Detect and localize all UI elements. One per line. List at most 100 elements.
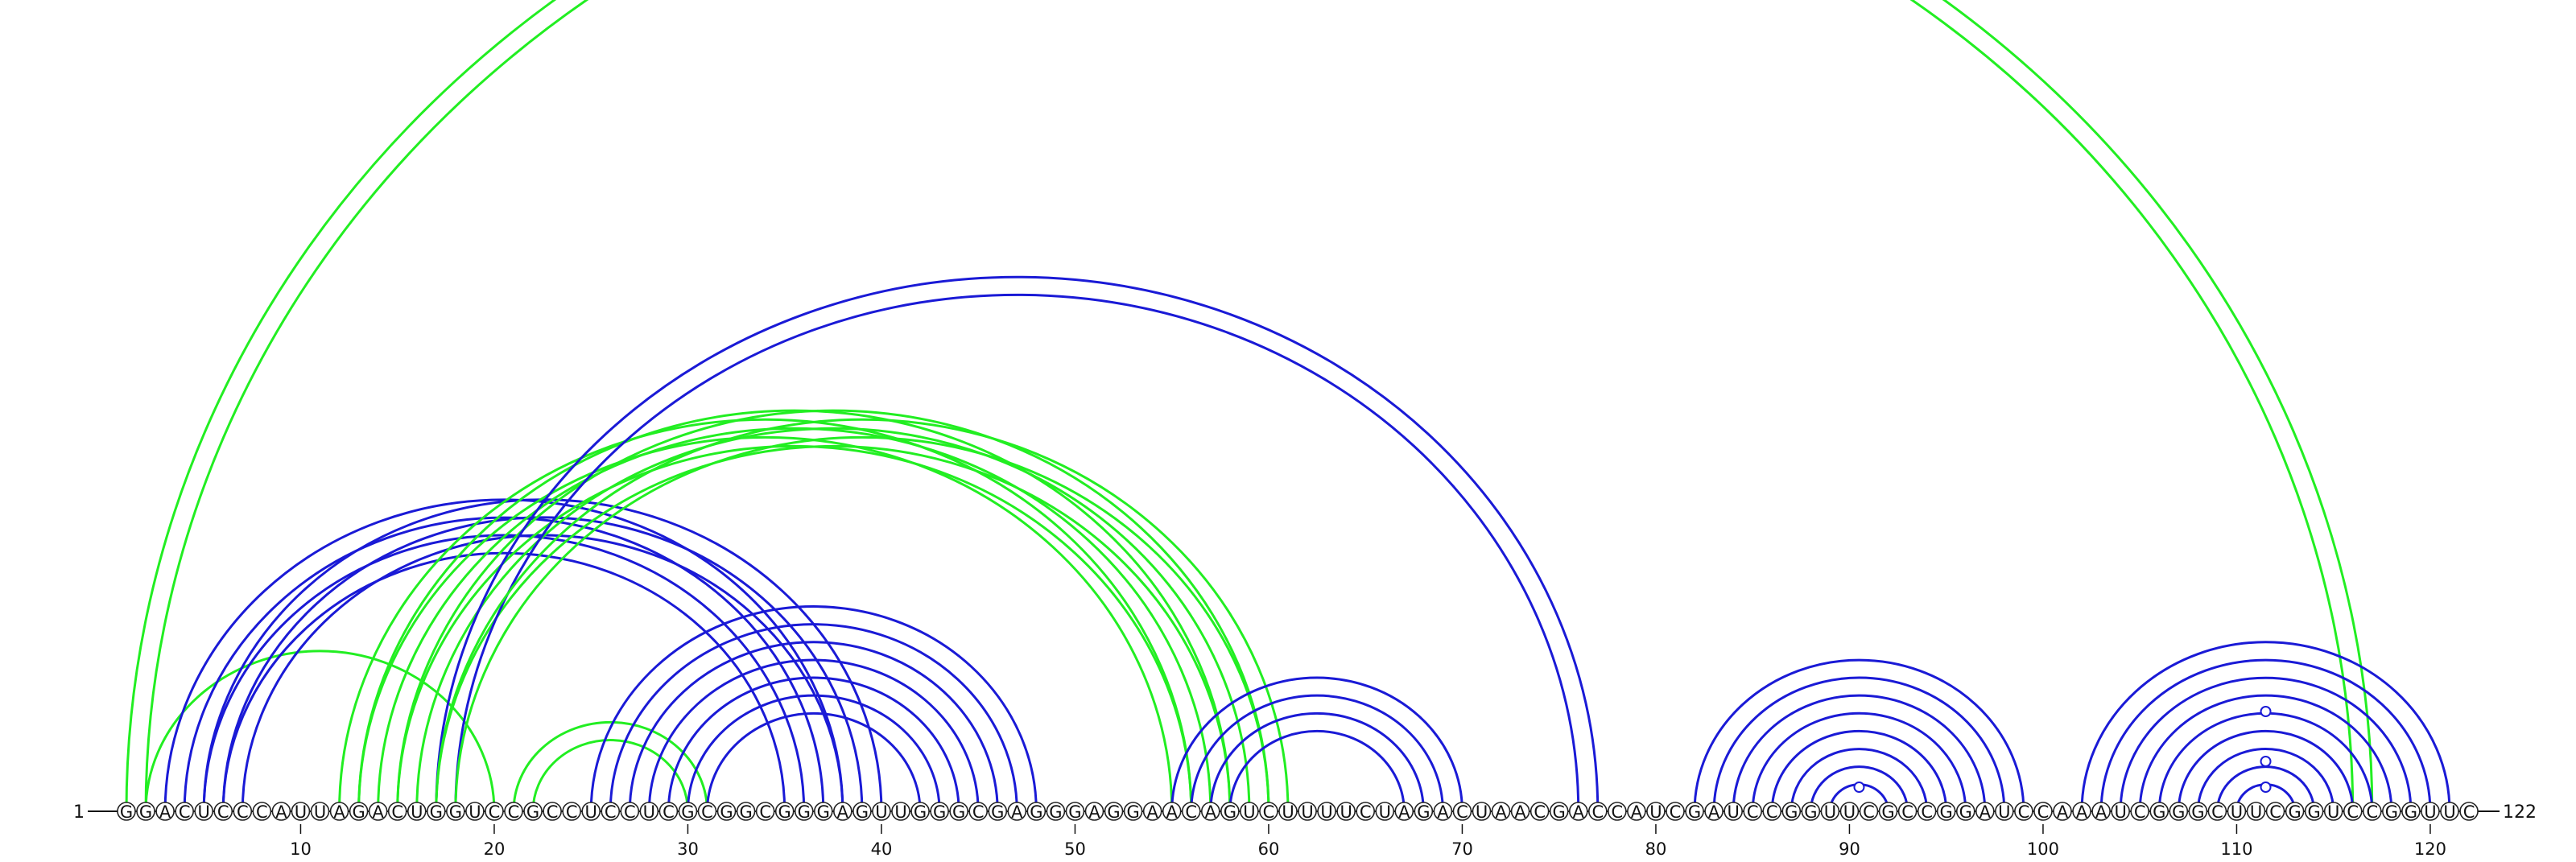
arc-blue-18-76 [454,293,1580,812]
nucleotide-letter: A [1979,802,1992,822]
nucleotide: U [1240,802,1259,822]
nucleotide-letter: A [837,802,849,822]
arc-blue-107-116 [2177,729,2355,812]
nucleotide-letter: G [1553,802,1566,822]
nucleotide-letter: U [295,802,307,822]
nucleotide: U [1472,802,1492,822]
nucleotide: G [1878,802,1898,822]
tick-label: 60 [1258,839,1280,858]
nucleotide: C [2130,802,2149,822]
nucleotide: G [2382,802,2401,822]
nucleotide-letter: C [2463,802,2475,822]
nucleotide: G [794,802,814,822]
nucleotide-letter: C [2018,802,2030,822]
nucleotide-letter: U [2114,802,2126,822]
nucleotide-letter: U [1649,802,1662,822]
nucleotide: C [1762,802,1782,822]
nucleotide-letter: C [237,802,249,822]
nucleotide-letter: A [1573,802,1585,822]
nucleotide: C [1897,802,1918,822]
nucleotide: A [1568,802,1588,822]
nucleotide: A [368,802,388,822]
nucleotide: G [1123,802,1143,822]
arc-blue-102-121 [2080,641,2451,812]
nucleotide: C [233,802,253,822]
nucleotide: C [1259,802,1278,822]
nucleotide: C [1530,802,1550,822]
tick-label: 10 [290,839,312,858]
nucleotide-letter: C [1766,802,1778,822]
nucleotide: A [329,802,349,822]
arc-green-16-59 [415,427,1251,812]
nucleotide: G [1046,802,1066,822]
nucleotide-letter: U [411,802,423,822]
nucleotide: G [716,802,737,822]
nucleotide-letter: C [1456,802,1468,822]
nucleotide-letter: G [817,802,830,822]
nucleotide-letter: G [1107,802,1120,822]
arc-blue-57-68 [1209,711,1425,812]
arc-blue-82-99 [1693,658,2025,812]
arc-blue-31-42 [706,711,922,812]
nucleotide-letter: G [1126,802,1139,822]
nucleotide: G [678,802,698,822]
arc-blue-87-94 [1790,748,1929,812]
nucleotide: U [2440,802,2459,822]
nucleotide: C [1452,802,1472,822]
tick-label: 90 [1839,839,1860,858]
nucleotide: C [697,802,717,822]
arc-green-13-58 [357,409,1232,812]
nucleotide: U [291,802,311,822]
nucleotide-letter: G [1030,802,1042,822]
nucleotide-letter: G [449,802,462,822]
arc-layer [125,0,2451,812]
nucleotide-letter: C [547,802,559,822]
nucleotide-letter: C [2366,802,2378,822]
nucleotide: U [891,802,910,822]
arc-green-17-61 [435,418,1290,812]
nucleotide: U [2323,802,2343,822]
nucleotide: U [310,802,330,822]
nucleotide: C [620,802,640,822]
nucleotide: A [1142,802,1162,822]
nucleotide: G [446,802,465,822]
nucleotide: A [1510,802,1530,822]
nucleotide: C [1356,802,1375,822]
nucleotide: G [1801,802,1821,822]
start-label: 1 [73,802,85,823]
nucleotide-letter: G [1068,802,1081,822]
nucleotide-letter: C [391,802,403,822]
nucleotide-letter: G [1417,802,1430,822]
nucleotide-letter: A [1437,802,1449,822]
nucleotide: C [1181,802,1201,822]
nucleotide: C [1743,802,1762,822]
nucleotide: U [1820,802,1840,822]
nucleotide: A [2053,802,2072,822]
tick-layer: 10 20 30 40 50 60 70 80 90 100 110 120 [88,810,2446,859]
nucleotide: C [2459,802,2479,822]
nucleotide: U [194,802,213,822]
nucleotide-letter: A [2076,802,2088,822]
arc-blue-29-44 [667,676,960,812]
nucleotide-letter: U [1340,802,1352,822]
nucleotide: C [968,802,988,822]
arc-green-15-60 [396,409,1270,812]
nucleotide: G [426,802,446,822]
nucleotide: U [639,802,659,822]
nucleotide: C [562,802,581,822]
nucleotide: G [2285,802,2305,822]
tick-label: 30 [677,839,699,858]
nucleotide: C [1666,802,1685,822]
arc-blue-25-48 [589,605,1038,812]
nucleotide: C [2265,802,2285,822]
nucleotide-letter: C [2269,802,2281,822]
nucleotide: C [2033,802,2053,822]
nucleotide-letter: U [1824,802,1836,822]
arc-blue-104-119 [2119,676,2413,812]
nucleotide-letter: U [2231,802,2243,822]
nucleotide-letter: U [2424,802,2436,822]
nucleotide-letter: U [1379,802,1391,822]
arc-green-2-20 [144,650,496,812]
nucleotide: U [465,802,485,822]
